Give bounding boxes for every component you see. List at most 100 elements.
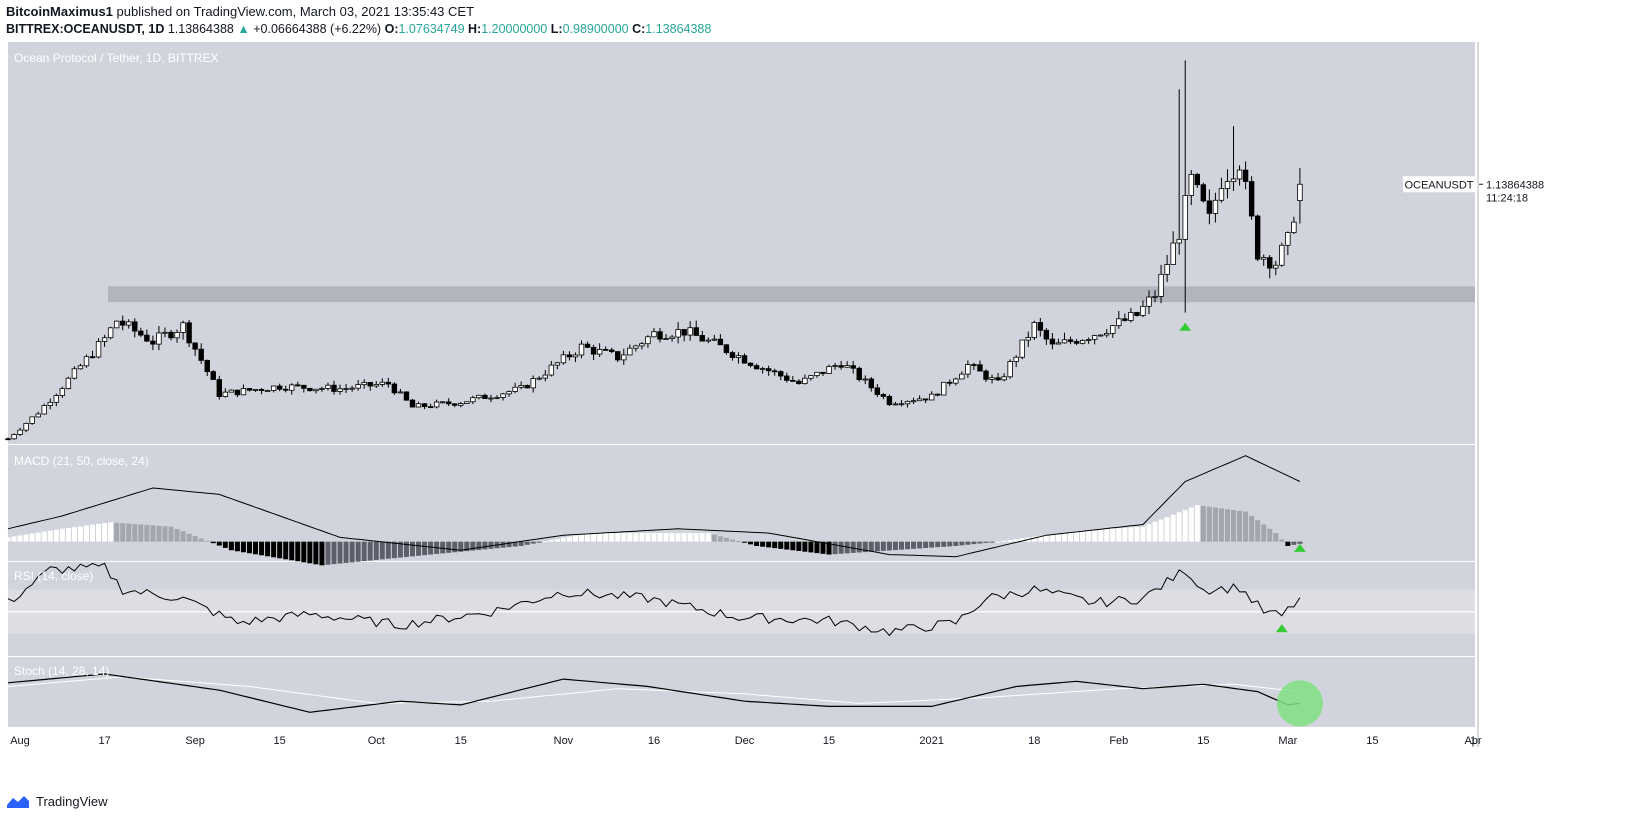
candle-body [403,391,410,401]
macd-histogram-bar [663,533,669,542]
macd-histogram-bar [790,541,796,551]
candle-body [711,338,718,341]
macd-histogram-bar [917,541,923,549]
publish-info: BitcoinMaximus1 published on TradingView… [6,4,474,19]
candle-body [156,332,162,345]
candle-body [1230,178,1237,183]
macd-histogram-bar [228,541,234,551]
candle-body [1188,173,1194,196]
candle-body [264,390,271,392]
candle-body [717,338,724,346]
candle-body [669,336,675,339]
macd-histogram-bar [838,541,844,554]
candle-body [1297,183,1303,202]
macd-histogram-bar [554,538,560,542]
candle-body [633,345,639,349]
author-name[interactable]: BitcoinMaximus1 [6,4,113,19]
stoch-highlight-circle [1276,680,1323,727]
macd-histogram-bar [253,541,259,555]
macd-histogram-bar [96,523,102,542]
candle-body [1291,221,1297,233]
stoch-k-line [7,673,1300,713]
macd-histogram-bar [222,541,228,548]
candle-body [995,377,1001,381]
time-tick-label: 1 [1470,735,1476,747]
macd-histogram-bar [1068,531,1074,542]
candle-body [935,393,941,396]
candle-body [464,401,470,404]
macd-histogram-bar [965,541,971,545]
macd-histogram-bar [566,536,572,542]
candle-body [886,396,893,406]
macd-histogram-bar [905,541,911,550]
candle-body [276,385,283,390]
candle-body [71,368,78,379]
candle-body [234,389,241,396]
macd-histogram-bar [156,525,162,542]
macd-histogram-bar [657,533,663,542]
candle-body [1019,339,1025,358]
candle-body [1122,318,1128,321]
macd-histogram-bar [458,541,464,552]
time-tick-label: 17 [98,735,110,747]
macd-histogram-bar [1279,539,1285,542]
macd-histogram-bar [150,525,156,542]
macd-histogram-bar [391,541,397,559]
candle-body [645,336,651,345]
macd-line [7,455,1301,558]
macd-histogram-bar [1249,515,1255,542]
pane-1-background [8,42,1475,444]
candle-body [132,321,138,332]
macd-histogram-bar [585,533,591,542]
macd-histogram-bar [784,541,790,550]
candle-body [983,370,989,380]
candle-body [59,388,66,396]
macd-histogram-bar [880,541,886,551]
footer-brand[interactable]: TradingView [36,793,108,809]
candle-body [808,375,814,379]
rsi-tick-label: 25.00 [1486,634,1514,646]
macd-histogram-bar [591,533,597,542]
candle-body [452,403,458,406]
macd-histogram-bar [446,541,452,553]
macd-histogram-bar [289,541,295,561]
candle-body [349,387,355,390]
price-tick-label: 0.20000000 [1486,426,1544,438]
candle-body [325,384,331,389]
macd-histogram-bar [977,541,983,544]
candle-body [572,354,579,358]
macd-histogram-bar [1176,512,1182,542]
candle-body [892,403,899,406]
candle-body [772,370,778,373]
rsi-tick-label: 75.00 [1486,579,1514,591]
candle-body [216,379,222,397]
candle-body [1152,296,1158,298]
macd-histogram-bar [1086,530,1092,542]
macd-histogram-bar [90,524,96,542]
macd-histogram-bar [440,541,446,554]
candle-body [922,398,929,401]
time-tick-label: 15 [1366,735,1378,747]
macd-histogram-bar [935,541,941,548]
macd-histogram-bar [186,533,192,542]
macd-histogram-bar [923,541,929,549]
macd-histogram-bar [651,533,657,542]
candle-body [174,332,180,339]
candle-body [1248,181,1255,217]
macd-histogram-bar [301,541,307,563]
tradingview-logo-icon [7,796,29,808]
price-tick-label: 0.40000000 [1486,373,1544,385]
candle-body [1001,376,1007,381]
candle-body [337,388,343,392]
candle-body [1043,329,1050,340]
macd-histogram-bar [536,541,542,543]
macd-histogram-bar [868,541,874,552]
candle-body [307,387,313,392]
time-tick-label: Feb [1109,735,1128,747]
macd-histogram-bar [102,523,108,542]
macd-histogram-bar [850,541,856,553]
candle-body [1194,173,1200,186]
macd-histogram-bar [929,541,935,548]
macd-histogram-bar [717,536,723,542]
